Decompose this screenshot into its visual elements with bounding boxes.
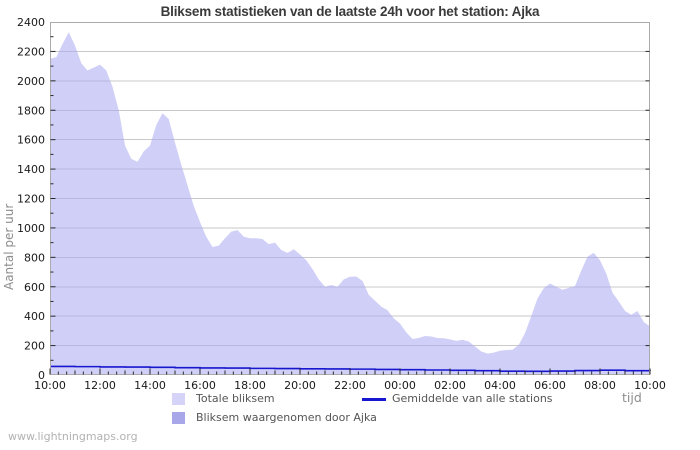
svg-text:10:00: 10:00: [34, 379, 66, 392]
svg-text:04:00: 04:00: [484, 379, 516, 392]
svg-text:200: 200: [24, 340, 45, 353]
svg-text:1800: 1800: [17, 104, 45, 117]
svg-text:18:00: 18:00: [234, 379, 266, 392]
chart-title: Bliksem statistieken van de laatste 24h …: [160, 4, 540, 19]
svg-text:14:00: 14:00: [134, 379, 166, 392]
legend-label-gemiddelde: Gemiddelde van alle stations: [392, 392, 553, 405]
legend-line-gemiddelde: [362, 398, 386, 401]
svg-text:800: 800: [24, 251, 45, 264]
svg-text:16:00: 16:00: [184, 379, 216, 392]
svg-text:12:00: 12:00: [84, 379, 116, 392]
svg-text:2400: 2400: [17, 16, 45, 29]
svg-text:2000: 2000: [17, 75, 45, 88]
svg-text:08:00: 08:00: [584, 379, 616, 392]
svg-text:1600: 1600: [17, 134, 45, 147]
legend-label-totale-bliksem: Totale bliksem: [196, 392, 275, 405]
svg-text:600: 600: [24, 281, 45, 294]
svg-text:06:00: 06:00: [534, 379, 566, 392]
svg-text:00:00: 00:00: [384, 379, 416, 392]
x-axis-title: tijd: [622, 390, 642, 405]
svg-text:1000: 1000: [17, 222, 45, 235]
svg-text:0: 0: [38, 369, 45, 382]
watermark-url: www.lightningmaps.org: [8, 430, 138, 443]
legend-swatch-bliksem-ajka: [172, 412, 185, 424]
svg-text:22:00: 22:00: [334, 379, 366, 392]
svg-text:1400: 1400: [17, 163, 45, 176]
svg-text:02:00: 02:00: [434, 379, 466, 392]
svg-text:400: 400: [24, 310, 45, 323]
svg-text:1200: 1200: [17, 193, 45, 206]
svg-text:20:00: 20:00: [284, 379, 316, 392]
svg-text:2200: 2200: [17, 45, 45, 58]
legend-label-bliksem-ajka: Bliksem waargenomen door Ajka: [196, 411, 377, 424]
legend-swatch-totale-bliksem: [172, 393, 185, 405]
svg-text:10:00: 10:00: [634, 379, 666, 392]
